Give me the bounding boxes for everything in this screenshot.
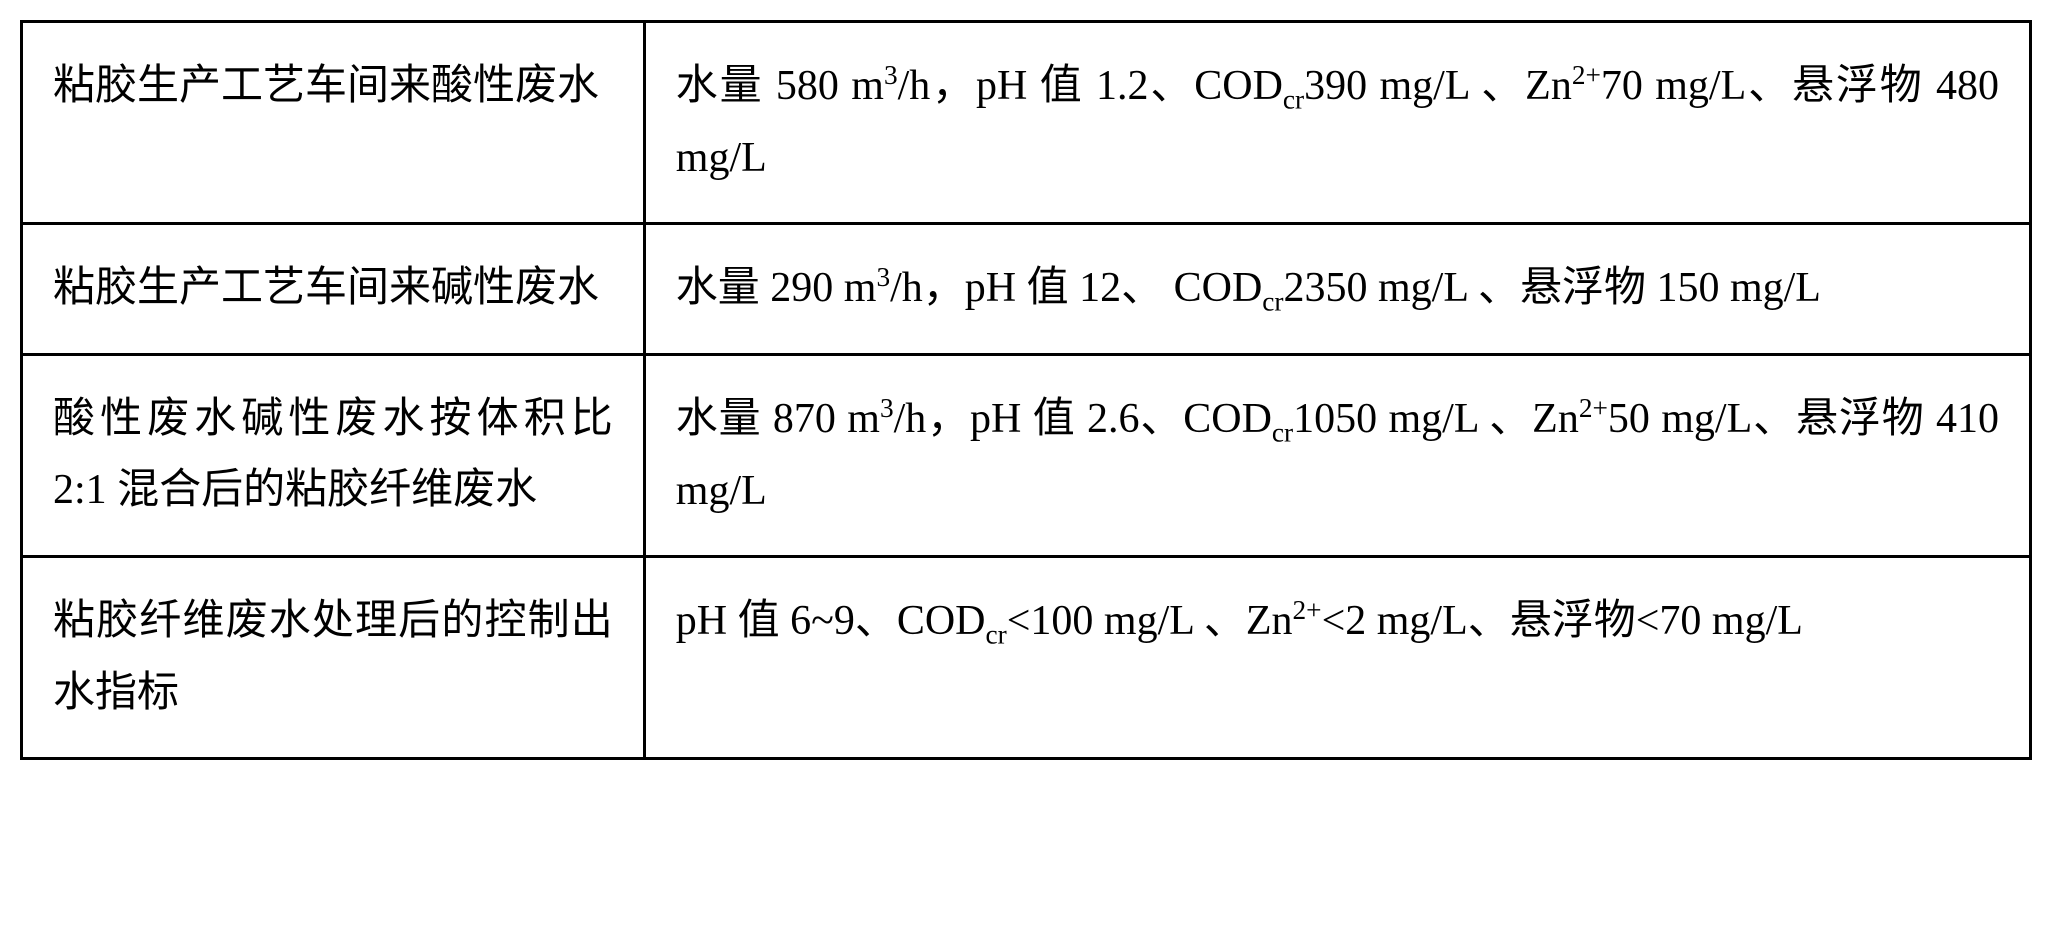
table-row: 酸性废水碱性废水按体积比 2:1 混合后的粘胶纤维废水水量 870 m3/h，p… <box>22 354 2031 556</box>
table-body: 粘胶生产工艺车间来酸性废水水量 580 m3/h，pH 值 1.2、CODcr3… <box>22 22 2031 759</box>
table-row: 粘胶生产工艺车间来碱性废水水量 290 m3/h，pH 值 12、 CODcr2… <box>22 224 2031 355</box>
parameter-name-cell: 粘胶生产工艺车间来酸性废水 <box>22 22 645 224</box>
parameter-value-cell: pH 值 6~9、CODcr<100 mg/L 、Zn2+<2 mg/L、悬浮物… <box>644 557 2030 759</box>
parameter-value-cell: 水量 580 m3/h，pH 值 1.2、CODcr390 mg/L 、Zn2+… <box>644 22 2030 224</box>
parameter-name-cell: 粘胶纤维废水处理后的控制出水指标 <box>22 557 645 759</box>
wastewater-parameters-table: 粘胶生产工艺车间来酸性废水水量 580 m3/h，pH 值 1.2、CODcr3… <box>20 20 2032 760</box>
parameter-name-cell: 酸性废水碱性废水按体积比 2:1 混合后的粘胶纤维废水 <box>22 354 645 556</box>
table-row: 粘胶纤维废水处理后的控制出水指标pH 值 6~9、CODcr<100 mg/L … <box>22 557 2031 759</box>
data-table: 粘胶生产工艺车间来酸性废水水量 580 m3/h，pH 值 1.2、CODcr3… <box>20 20 2032 760</box>
parameter-value-cell: 水量 290 m3/h，pH 值 12、 CODcr2350 mg/L 、悬浮物… <box>644 224 2030 355</box>
table-row: 粘胶生产工艺车间来酸性废水水量 580 m3/h，pH 值 1.2、CODcr3… <box>22 22 2031 224</box>
parameter-name-cell: 粘胶生产工艺车间来碱性废水 <box>22 224 645 355</box>
parameter-value-cell: 水量 870 m3/h，pH 值 2.6、CODcr1050 mg/L 、Zn2… <box>644 354 2030 556</box>
